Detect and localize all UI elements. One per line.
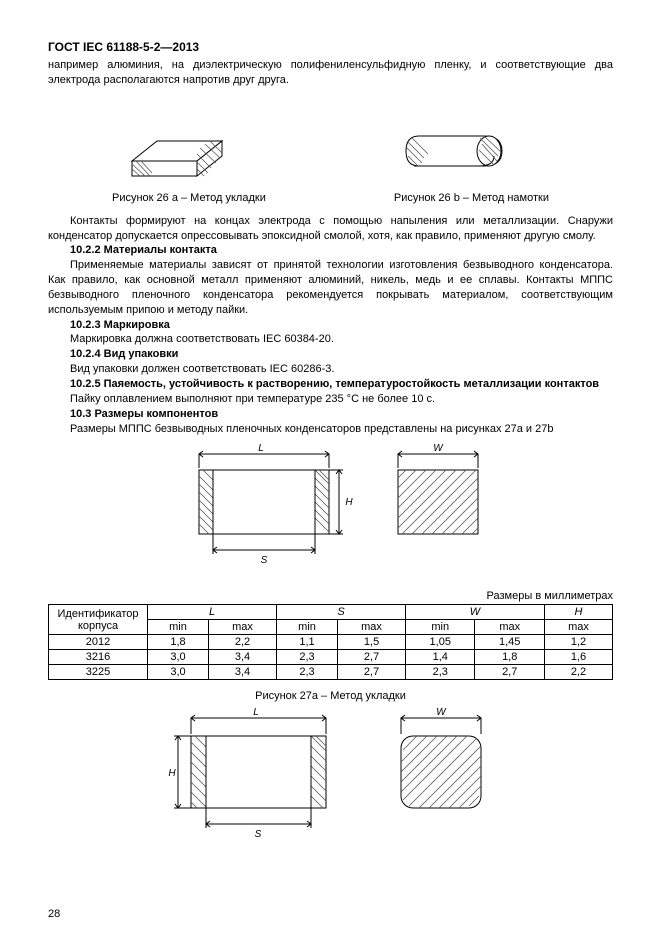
units-caption: Размеры в миллиметрах — [48, 590, 613, 602]
heading-10-2-2: 10.2.2 Материалы контакта — [48, 243, 613, 258]
heading-10-2-5: 10.2.5 Паяемость, устойчивость к раствор… — [48, 377, 613, 392]
figure-26a-caption: Рисунок 26 а – Метод укладки — [112, 192, 266, 204]
dim-L-label-2: L — [253, 707, 259, 718]
sub-max: max — [338, 620, 406, 635]
figure-27-bottom-front: L — [166, 706, 356, 846]
figure-27-bottom-side: W — [386, 706, 496, 846]
figure-27-top-front: L — [169, 442, 359, 572]
dim-S-label-2: S — [254, 829, 261, 840]
heading-10-3: 10.3 Размеры компонентов — [48, 407, 613, 422]
document-header: ГОСТ IEC 61188-5-2—2013 — [48, 40, 613, 54]
paragraph-10-2-2: Применяемые материалы зависят от принято… — [48, 258, 613, 317]
sub-min: min — [148, 620, 209, 635]
paragraph-10-2-5: Пайку оплавлением выполняют при температ… — [48, 392, 613, 407]
col-ident: Идентификатор корпуса — [49, 605, 148, 635]
col-S: S — [277, 605, 406, 620]
dim-H-label: H — [345, 497, 353, 508]
heading-10-2-4: 10.2.4 Вид упаковки — [48, 347, 613, 362]
page-number: 28 — [48, 908, 60, 920]
col-H: H — [544, 605, 612, 620]
figure-26a-svg — [112, 106, 242, 186]
dim-W-label-2: W — [436, 707, 447, 718]
paragraph-10-2-4: Вид упаковки должен соответствовать IEC … — [48, 362, 613, 377]
intro-paragraph: например алюминия, на диэлектрическую по… — [48, 58, 613, 88]
table-header-row-1: Идентификатор корпуса L S W H — [49, 605, 613, 620]
table-row: 2012 1,8 2,2 1,1 1,5 1,05 1,45 1,2 — [49, 635, 613, 650]
figure-27a-caption: Рисунок 27а – Метод укладки — [48, 690, 613, 702]
figure-27-top-side: W — [383, 442, 493, 572]
col-L: L — [148, 605, 277, 620]
col-W: W — [406, 605, 545, 620]
paragraph-10-2-3: Маркировка должна соответствовать IEC 60… — [48, 332, 613, 347]
sub-max: max — [544, 620, 612, 635]
sub-min: min — [406, 620, 475, 635]
paragraph-10-3: Размеры МППС безвыводных пленочных конде… — [48, 422, 613, 437]
figure-26b-caption: Рисунок 26 b – Метод намотки — [394, 192, 549, 204]
figure-26b-svg — [394, 116, 514, 186]
table-row: 3216 3,0 3,4 2,3 2,7 1,4 1,8 1,6 — [49, 650, 613, 665]
figure-26b-block: Рисунок 26 b – Метод намотки — [394, 116, 549, 204]
sub-min: min — [277, 620, 338, 635]
dim-W-label: W — [433, 443, 444, 454]
figure-27-bottom-row: L — [48, 706, 613, 846]
dim-L-label: L — [258, 443, 264, 454]
figure-26a-block: Рисунок 26 а – Метод укладки — [112, 106, 266, 204]
dimensions-table: Идентификатор корпуса L S W H min max mi… — [48, 604, 613, 680]
sub-max: max — [209, 620, 277, 635]
figure-27-top-row: L — [48, 442, 613, 572]
table-row: 3225 3,0 3,4 2,3 2,7 2,3 2,7 2,2 — [49, 665, 613, 680]
figure-26-row: Рисунок 26 а – Метод укладки — [48, 106, 613, 204]
dim-H-label-2: H — [168, 768, 176, 779]
heading-10-2-3: 10.2.3 Маркировка — [48, 318, 613, 333]
dim-S-label: S — [260, 555, 267, 566]
contacts-paragraph: Контакты формируют на концах электрода с… — [48, 214, 613, 244]
sub-max: max — [475, 620, 544, 635]
